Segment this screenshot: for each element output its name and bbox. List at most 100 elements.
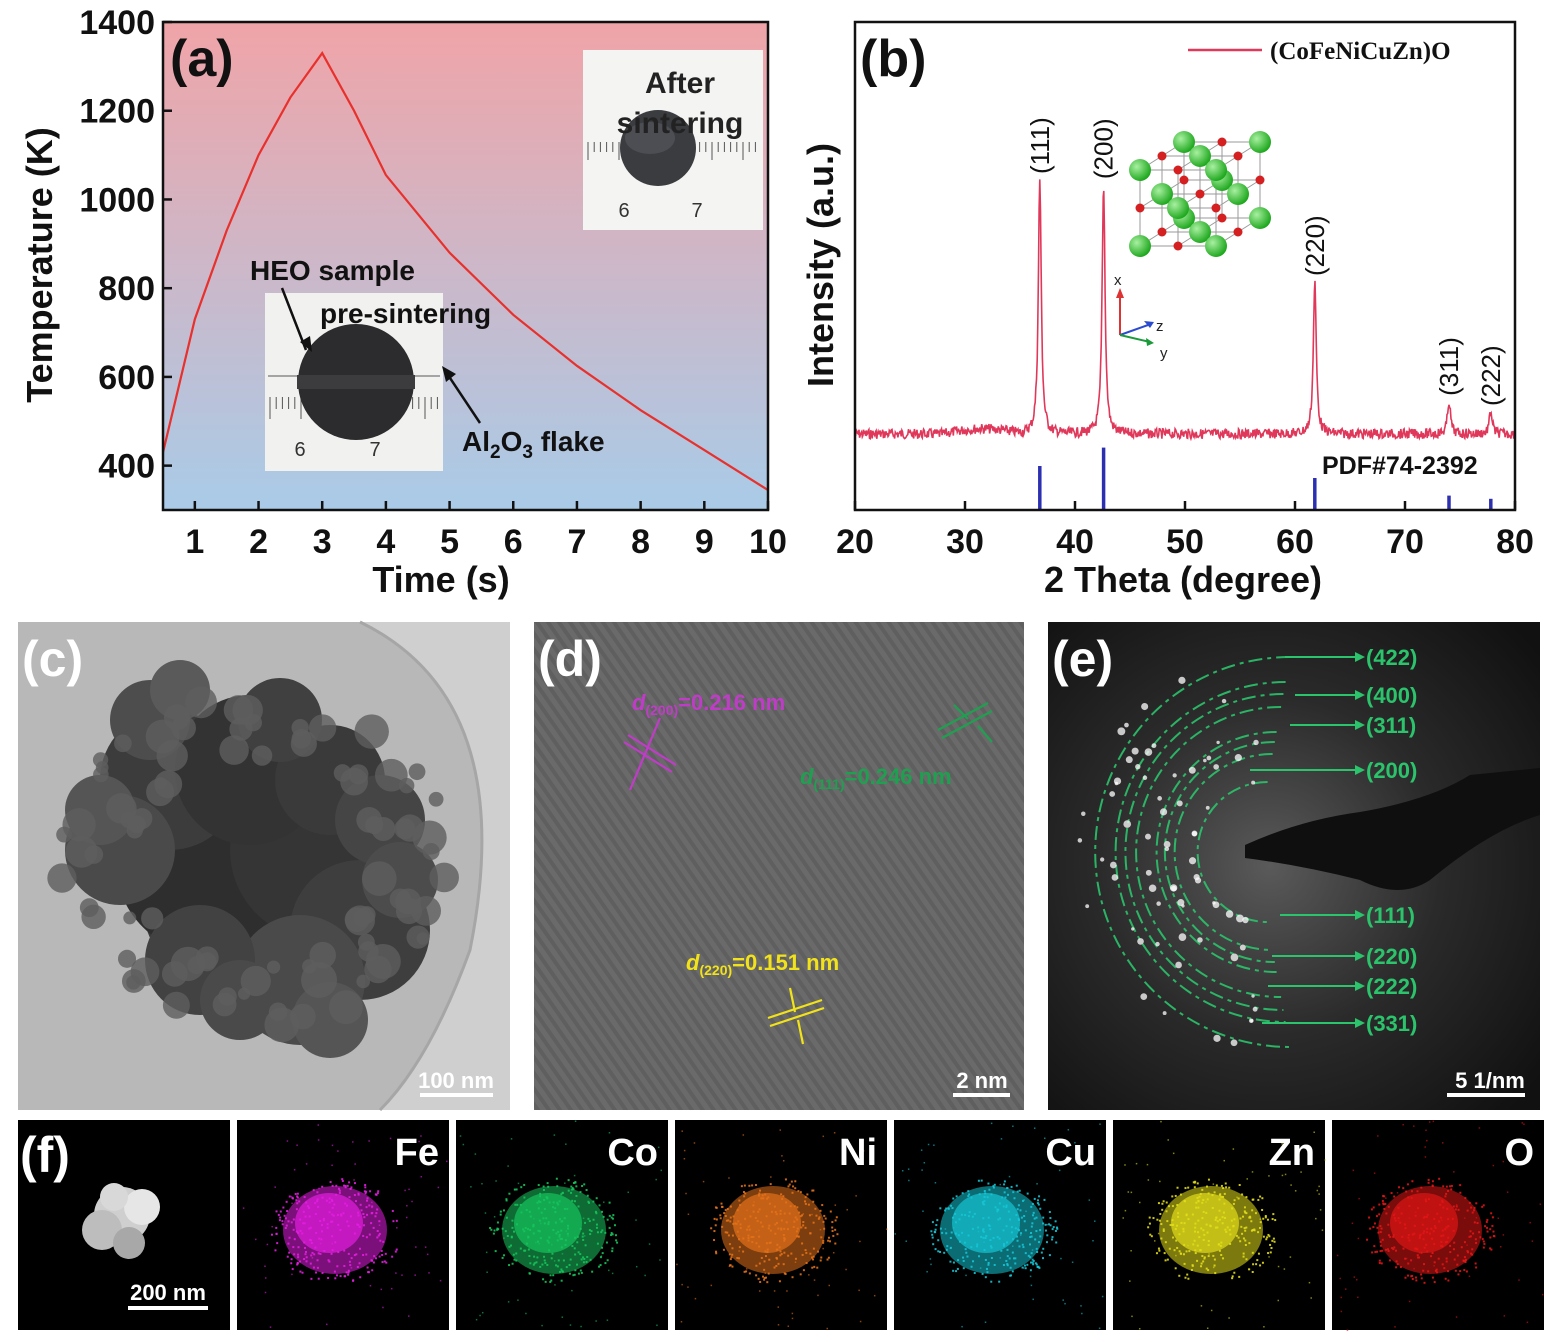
panel-a-letter: (a) (170, 30, 234, 88)
panel-d-letter: (d) (538, 631, 602, 687)
x-tick-label-a: 1 (185, 523, 204, 561)
panel-e-letter: (e) (1052, 631, 1113, 687)
scale-bar-d-label: 2 nm (956, 1068, 1007, 1093)
peak-label: (311) (1434, 337, 1464, 396)
ring-label: (422) (1366, 645, 1417, 670)
eds-map-tile: Zn (1113, 1120, 1327, 1330)
y-tick-label-a: 600 (98, 359, 155, 397)
legend-label: (CoFeNiCuZn)O (1270, 38, 1451, 65)
d111-marker (937, 702, 993, 743)
x-tick-label-a: 10 (749, 523, 787, 561)
y-tick-label-a: 800 (98, 270, 155, 308)
eds-map-tile: Co (456, 1120, 668, 1330)
panel-c-letter: (c) (22, 631, 83, 687)
arrow-al2o3-head (442, 366, 456, 382)
beam-stopper (1245, 768, 1540, 890)
x-tick-label-b: 80 (1496, 523, 1534, 561)
y-tick-label-a: 1400 (79, 4, 155, 42)
x-tick-label-b: 70 (1386, 523, 1424, 561)
x-tick-label-a: 9 (695, 523, 714, 561)
scale-bar-c-label: 100 nm (418, 1068, 494, 1093)
arrow-heo-sample-head (300, 336, 312, 352)
eds-map-tile: Ni (675, 1120, 888, 1330)
ring-label: (222) (1366, 974, 1417, 999)
panel-f-eds-maps: 200 nm Fe Co Ni Cu Zn O (18, 1120, 1544, 1332)
x-tick-label-a: 2 (249, 523, 268, 561)
peak-label: (200) (1089, 118, 1119, 179)
y-tick-label-a: 1200 (79, 93, 155, 131)
x-tick-label-a: 6 (504, 523, 523, 561)
ring-label: (311) (1366, 713, 1416, 738)
eds-map-tile: Fe (237, 1120, 449, 1330)
x-tick-label-a: 4 (376, 523, 395, 561)
y-axis-label-a: Temperature (K) (19, 127, 60, 402)
ring-label: (111) (1366, 903, 1415, 928)
panel-b-letter: (b) (860, 30, 926, 88)
panel-d-hrtem-image: (d) d(200)=0.216 nm d(111)=0.246 nm d(22… (534, 622, 1024, 1110)
axis-triad-x: x (1114, 272, 1122, 289)
eds-element-label: O (1504, 1132, 1534, 1174)
crystal-structure-inset (1129, 131, 1271, 257)
ring-label: (400) (1366, 683, 1417, 708)
inset-pre-sintering: 6 7 (265, 293, 443, 471)
ruler-pre-tick-7: 7 (369, 439, 380, 461)
x-axis-label-a: Time (s) (372, 559, 509, 600)
peak-label: (111) (1025, 117, 1055, 174)
reference-label: PDF#74-2392 (1322, 452, 1478, 480)
ruler-after-tick-6: 6 (618, 200, 629, 222)
nanoparticle-agglomerate (47, 660, 459, 1058)
eds-element-label: Zn (1269, 1132, 1315, 1174)
eds-map-tile: O (1332, 1120, 1544, 1332)
axis-triad-y: y (1160, 345, 1168, 362)
eds-element-label: Co (607, 1132, 658, 1174)
x-tick-label-a: 5 (440, 523, 459, 561)
ring-label: (220) (1366, 944, 1417, 969)
temperature-curve (161, 50, 769, 491)
x-tick-label-b: 40 (1056, 523, 1094, 561)
xrd-pattern-line (854, 179, 1516, 442)
inset-sintering-label: sintering (617, 107, 744, 140)
x-tick-label-a: 3 (313, 523, 332, 561)
panel-a-temperature-chart: After sintering 6 7 6 7 HEO sample pre-s… (19, 4, 787, 600)
scale-bar-f-label: 200 nm (130, 1280, 206, 1305)
x-tick-label-b: 50 (1166, 523, 1204, 561)
eds-element-label: Cu (1045, 1132, 1096, 1174)
plot-a-frame (161, 20, 770, 512)
y-axis-label-b: Intensity (a.u.) (800, 143, 841, 387)
axis-triad: x z y (1114, 272, 1168, 362)
peak-label: (222) (1476, 345, 1506, 406)
d200-label: d(200)=0.216 nm (632, 690, 785, 718)
x-tick-label-a: 8 (631, 523, 650, 561)
ruler-after-tick-7: 7 (691, 200, 702, 222)
eds-map-tile: Cu (894, 1120, 1106, 1330)
x-axis-label-b: 2 Theta (degree) (1044, 559, 1322, 600)
ring-label: (200) (1366, 758, 1417, 783)
panel-e-saed-pattern: (422) (400) (311) (200) (111) (220) (222) (331)… (1048, 622, 1540, 1110)
panel-b-xrd-chart: (111) (200) (220) (311) (222) x z y (CoFeNiC… (800, 20, 1534, 600)
arrow-al2o3 (444, 371, 482, 424)
ruler-pre-tick-6: 6 (294, 439, 305, 461)
ring-label: (331) (1366, 1011, 1417, 1036)
panel-c-tem-image: (c) 100 nm (18, 620, 510, 1112)
d200-marker (623, 717, 677, 791)
plot-b-background (855, 22, 1515, 510)
al2o3-flake-label: Al2O3 flake (462, 426, 605, 463)
eds-map-tile: 200 nm (18, 1120, 230, 1330)
x-tick-label-b: 20 (836, 523, 874, 561)
eds-element-label: Fe (395, 1132, 439, 1174)
x-tick-label-a: 7 (567, 523, 586, 561)
arrow-heo-sample (280, 287, 308, 351)
x-tick-label-b: 60 (1276, 523, 1314, 561)
d111-label: d(111)=0.246 nm (800, 764, 952, 792)
y-tick-label-a: 1000 (79, 181, 155, 219)
peak-label: (220) (1300, 215, 1330, 276)
pre-sintering-label: pre-sintering (320, 298, 491, 329)
scale-bar-e-label: 5 1/nm (1455, 1068, 1525, 1093)
heo-sample-label: HEO sample (250, 255, 415, 286)
axis-triad-z: z (1156, 318, 1164, 335)
y-tick-label-a: 400 (98, 448, 155, 486)
inset-after-label: After (645, 67, 715, 100)
x-tick-label-b: 30 (946, 523, 984, 561)
panel-f-letter: (f) (20, 1127, 70, 1183)
